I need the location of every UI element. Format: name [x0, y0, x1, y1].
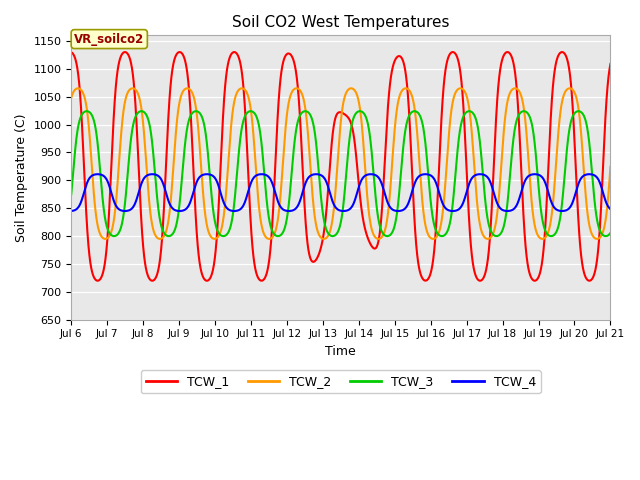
TCW_3 — [165, 233, 173, 239]
TCW_2 — [470, 156, 477, 162]
TCW_1 — [165, 100, 173, 106]
TCW_4 — [470, 173, 477, 179]
Text: VR_soilco2: VR_soilco2 — [74, 33, 145, 46]
TCW_2 — [391, 125, 399, 131]
Legend: TCW_1, TCW_2, TCW_3, TCW_4: TCW_1, TCW_2, TCW_3, TCW_4 — [141, 370, 541, 393]
TCW_3 — [166, 233, 173, 239]
TCW_2 — [607, 164, 614, 170]
TCW_4 — [607, 206, 614, 212]
TCW_4 — [511, 205, 518, 211]
Y-axis label: Soil Temperature (C): Soil Temperature (C) — [15, 113, 28, 242]
Line: TCW_2: TCW_2 — [71, 88, 611, 239]
Line: TCW_1: TCW_1 — [71, 52, 611, 281]
TCW_2 — [511, 85, 518, 91]
TCW_4 — [391, 208, 399, 214]
TCW_3 — [273, 233, 281, 239]
TCW_2 — [166, 211, 173, 217]
TCW_3 — [511, 126, 518, 132]
TCW_4 — [340, 208, 348, 214]
TCW_1 — [418, 275, 426, 280]
TCW_4 — [531, 171, 539, 177]
TCW_4 — [273, 197, 281, 203]
TCW_3 — [356, 108, 364, 114]
Line: TCW_3: TCW_3 — [71, 111, 611, 236]
TCW_1 — [273, 119, 281, 124]
TCW_4 — [165, 200, 173, 205]
TCW_4 — [67, 208, 75, 214]
TCW_1 — [391, 58, 399, 64]
TCW_3 — [607, 230, 614, 236]
Line: TCW_4: TCW_4 — [71, 174, 611, 211]
TCW_1 — [230, 49, 238, 55]
TCW_3 — [470, 111, 477, 117]
TCW_2 — [348, 85, 355, 91]
TCW_1 — [470, 265, 477, 271]
X-axis label: Time: Time — [326, 345, 356, 358]
TCW_2 — [67, 95, 75, 101]
TCW_4 — [418, 172, 426, 178]
TCW_2 — [156, 236, 164, 242]
TCW_2 — [419, 196, 426, 202]
TCW_3 — [67, 191, 75, 197]
TCW_1 — [607, 61, 614, 67]
Title: Soil CO2 West Temperatures: Soil CO2 West Temperatures — [232, 15, 450, 30]
TCW_3 — [391, 222, 399, 228]
TCW_1 — [511, 67, 518, 72]
TCW_1 — [531, 278, 539, 284]
TCW_3 — [419, 120, 426, 125]
TCW_1 — [67, 49, 75, 55]
TCW_2 — [273, 220, 281, 226]
